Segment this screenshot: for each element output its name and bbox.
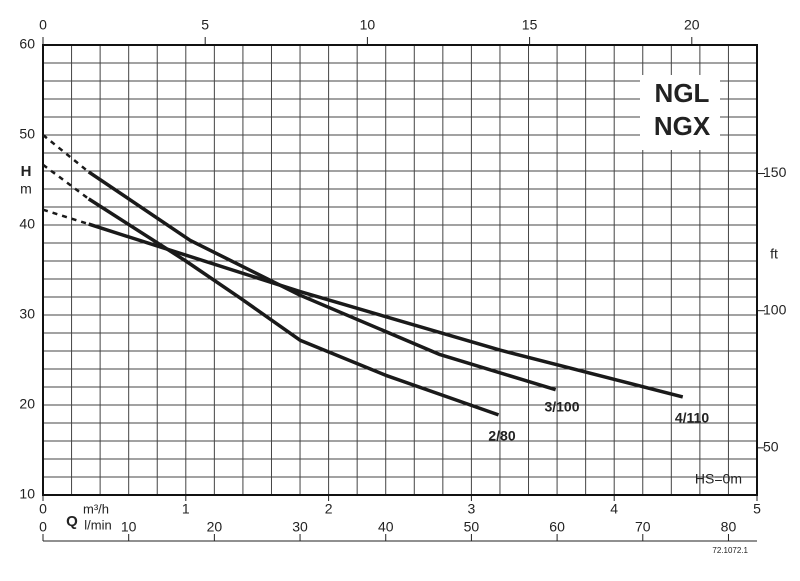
x-tick-label: 3 [468, 501, 476, 517]
x-axis-label: m³/h [83, 501, 109, 516]
x-tick-label: 0 [39, 501, 47, 517]
x-tick-label: 1 [182, 501, 190, 517]
x2-tick-label: 70 [635, 519, 651, 535]
x3-tick-label: 5 [201, 17, 209, 33]
curve-extension [42, 163, 90, 200]
x-tick-label: 5 [753, 501, 761, 517]
x3-tick-label: 20 [684, 17, 700, 33]
y-tick-label: 50 [19, 126, 35, 142]
title-box [640, 75, 720, 150]
pump-curve [87, 197, 500, 417]
y-axis-label: H [21, 163, 32, 180]
x2-tick-label: 10 [121, 519, 137, 535]
y2-tick-label: 50 [763, 439, 779, 455]
chart-title: NGL [655, 78, 710, 108]
annotation: HS=0m [695, 471, 742, 487]
x2-tick-label: 50 [464, 519, 480, 535]
y-tick-label: 40 [19, 216, 35, 232]
x3-tick-label: 0 [39, 17, 47, 33]
y-tick-label: 30 [19, 306, 35, 322]
x3-tick-label: 10 [360, 17, 376, 33]
curve-label: 2/80 [488, 428, 515, 444]
curve-label: 3/100 [544, 399, 579, 415]
x2-tick-label: 0 [39, 519, 47, 535]
y2-tick-label: 100 [763, 301, 787, 317]
pump-curve [88, 222, 684, 399]
footnote: 72.1072.1 [712, 546, 748, 555]
y-tick-label: 20 [19, 396, 35, 412]
y-tick-label: 10 [19, 486, 35, 502]
curve-extension [42, 208, 90, 226]
y2-axis-label: ft [770, 246, 778, 262]
x2-tick-label: 80 [721, 519, 737, 535]
x2-tick-label: 60 [549, 519, 565, 535]
chart-title: NGX [654, 111, 711, 141]
x2-axis-label: l/min [84, 517, 111, 532]
y-tick-label: 60 [19, 36, 35, 52]
x2-tick-label: 20 [207, 519, 223, 535]
x3-tick-label: 15 [522, 17, 538, 33]
x-tick-label: 4 [610, 501, 618, 517]
curve-label: 4/110 [675, 410, 709, 426]
x-tick-label: 2 [325, 501, 333, 517]
q-label: Q [66, 513, 78, 530]
y2-tick-label: 150 [763, 164, 787, 180]
y-axis-unit: m [20, 181, 32, 197]
pump-curve [87, 170, 557, 392]
x2-tick-label: 40 [378, 519, 394, 535]
plot-frame [42, 44, 758, 496]
x2-tick-label: 30 [292, 519, 308, 535]
